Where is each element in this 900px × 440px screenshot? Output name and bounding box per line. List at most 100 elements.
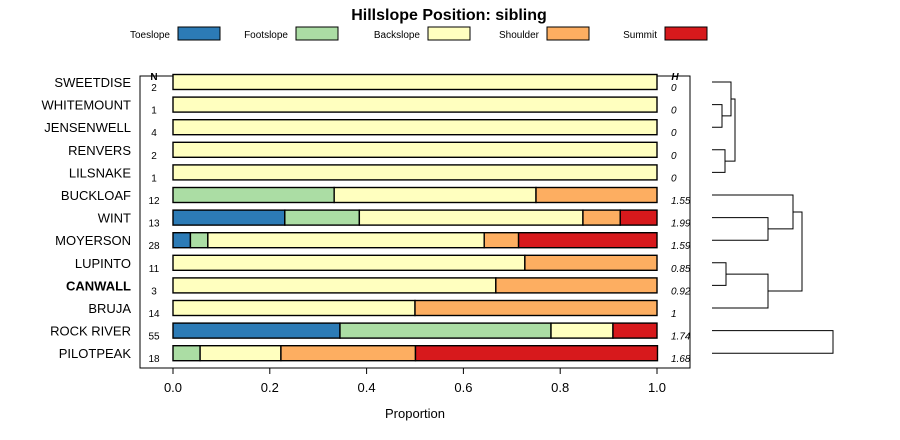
h-value: 0 — [671, 128, 677, 139]
legend-label-backslope: Backslope — [374, 30, 421, 41]
legend: Toeslope Footslope Backslope Shoulder Summit — [130, 26, 708, 41]
bar-segment-backslope — [172, 118, 658, 136]
x-tick-label: 0.2 — [261, 380, 279, 395]
n-value: 14 — [148, 309, 160, 320]
h-value: 1.68 — [671, 354, 691, 365]
bar-segment-shoulder — [524, 254, 658, 272]
n-value: 3 — [151, 286, 157, 297]
bar-segment-footslope — [172, 186, 335, 204]
n-value: 13 — [148, 219, 160, 230]
n-value: 11 — [149, 264, 160, 275]
legend-swatch-summit — [664, 26, 708, 41]
bar-segment-shoulder — [535, 186, 658, 204]
dendrogram — [712, 81, 834, 354]
row-label: RENVERS — [68, 143, 131, 158]
bar-segment-summit — [414, 345, 659, 362]
bar-row: WHITEMOUNT 1 0 — [41, 96, 677, 117]
dendrogram-branch — [712, 330, 834, 354]
bar-segment-backslope — [172, 299, 416, 317]
bar-segment-backslope — [207, 231, 485, 249]
dendrogram-branch — [712, 217, 769, 241]
row-label: BRUJA — [88, 301, 131, 316]
row-label: PILOTPEAK — [59, 346, 132, 361]
bar-segment-toeslope — [172, 322, 341, 339]
h-value: 1 — [671, 309, 677, 320]
row-label: CANWALL — [66, 278, 131, 293]
bar-segment-backslope — [199, 345, 282, 362]
legend-swatch-footslope — [295, 26, 339, 41]
legend-label-shoulder: Shoulder — [499, 30, 540, 41]
h-value: 0 — [671, 83, 677, 94]
n-value: 1 — [151, 173, 157, 184]
row-label: WINT — [98, 211, 131, 226]
bar-segment-shoulder — [483, 231, 520, 249]
x-axis-label: Proportion — [385, 406, 445, 421]
legend-label-footslope: Footslope — [244, 30, 288, 41]
bar-segment-footslope — [172, 345, 201, 362]
bar-row: LILSNAKE 1 0 — [69, 164, 677, 184]
bar-segment-backslope — [172, 96, 658, 113]
row-label: ROCK RIVER — [50, 324, 131, 339]
bar-segment-summit — [517, 231, 658, 249]
n-value: 28 — [148, 241, 160, 252]
bar-segment-shoulder — [495, 277, 658, 294]
h-value: 1.74 — [671, 332, 691, 343]
h-value: 0 — [671, 106, 677, 117]
row-label: WHITEMOUNT — [41, 98, 131, 113]
n-value: 55 — [148, 332, 160, 343]
row-label: JENSENWELL — [44, 120, 131, 135]
dendrogram-branch — [712, 194, 794, 230]
legend-swatch-toeslope — [177, 26, 221, 41]
n-value: 18 — [148, 354, 160, 365]
bar-row: JENSENWELL 4 0 — [44, 118, 677, 139]
row-label: LUPINTO — [75, 256, 131, 271]
legend-label-toeslope: Toeslope — [130, 30, 170, 41]
bar-segment-backslope — [172, 254, 526, 272]
h-column-header: H — [671, 72, 679, 83]
bar-segment-backslope — [172, 164, 658, 181]
bar-segment-toeslope — [172, 231, 192, 249]
x-tick-label: 0.4 — [358, 380, 376, 395]
bar-row: MOYERSON 28 1.59 — [55, 231, 691, 252]
h-value: 0 — [671, 151, 677, 162]
row-label: BUCKLOAF — [61, 188, 131, 203]
n-value: 12 — [148, 196, 160, 207]
x-tick-label: 0.0 — [164, 380, 182, 395]
bar-segment-backslope — [172, 141, 658, 159]
legend-swatch-shoulder — [546, 26, 590, 41]
bar-row: RENVERS 2 0 — [68, 141, 677, 162]
dendrogram-branch — [712, 104, 723, 128]
legend-label-summit: Summit — [623, 30, 657, 41]
bar-segment-backslope — [333, 186, 537, 204]
row-label: LILSNAKE — [69, 165, 131, 180]
legend-swatch-backslope — [427, 26, 471, 41]
bar-segment-shoulder — [280, 345, 417, 362]
n-value: 2 — [151, 151, 157, 162]
bar-row: CANWALL 3 0.92 — [66, 277, 691, 297]
n-column-header: N — [150, 72, 157, 83]
bar-row: BRUJA 14 1 — [88, 299, 677, 320]
h-value: 1.55 — [671, 196, 691, 207]
bar-row: SWEETDISE 2 0 — [54, 73, 677, 94]
dendrogram-branch — [725, 98, 736, 162]
bar-segment-backslope — [550, 322, 614, 339]
dendrogram-branch — [712, 149, 726, 173]
bar-segment-shoulder — [582, 209, 621, 226]
h-value: 1.59 — [671, 241, 691, 252]
x-tick-label: 1.0 — [648, 380, 666, 395]
h-value: 0 — [671, 173, 677, 184]
dendrogram-branch — [768, 211, 803, 292]
bar-segment-footslope — [339, 322, 552, 339]
bar-segment-footslope — [189, 231, 209, 249]
bar-row: ROCK RIVER 55 1.74 — [50, 322, 691, 343]
row-label: MOYERSON — [55, 233, 131, 248]
x-tick-label: 0.8 — [551, 380, 569, 395]
bar-segment-backslope — [358, 209, 584, 226]
bar-row: LUPINTO 11 0.85 — [75, 254, 691, 275]
n-value: 4 — [151, 128, 157, 139]
bar-segment-toeslope — [172, 209, 286, 226]
bar-segment-backslope — [172, 277, 497, 294]
chart-title: Hillslope Position: sibling — [351, 7, 547, 24]
